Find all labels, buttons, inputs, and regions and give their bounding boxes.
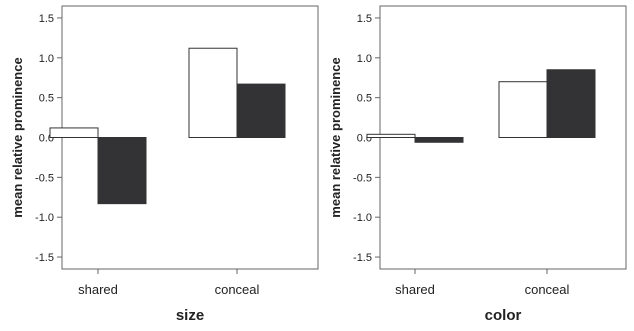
y-tick-label: 1.0 (39, 53, 54, 65)
category-label-shared: shared (78, 282, 118, 297)
y-axis-title: mean relative prominence (328, 57, 343, 217)
bar-light-conceal (498, 81, 548, 138)
y-tick-label: -1.0 (353, 212, 372, 224)
bar-light-conceal (188, 47, 238, 138)
category-label-conceal: conceal (525, 282, 570, 297)
y-tick-label: 1.5 (357, 13, 372, 25)
y-tick-label: 0.5 (357, 93, 372, 105)
y-axis-title: mean relative prominence (10, 57, 25, 217)
bar-dark-shared (414, 137, 464, 143)
y-tick-label: 1.5 (39, 13, 54, 25)
bar-light-shared (366, 133, 416, 138)
x-axis-title: color (485, 307, 522, 324)
y-tick-label: -1.5 (353, 252, 372, 264)
x-axis-title: size (176, 307, 204, 324)
y-tick-label: -1.5 (35, 252, 54, 264)
category-label-conceal: conceal (215, 282, 260, 297)
bar-dark-conceal (236, 83, 286, 138)
bar-dark-shared (97, 137, 147, 205)
category-label-shared: shared (395, 282, 435, 297)
bar-light-shared (49, 127, 99, 138)
y-tick-label: 1.0 (357, 53, 372, 65)
y-tick-label: -0.5 (35, 172, 54, 184)
bar-dark-conceal (546, 69, 596, 138)
y-tick-label: -1.0 (35, 212, 54, 224)
y-tick-label: 0.5 (39, 93, 54, 105)
y-tick-label: -0.5 (353, 172, 372, 184)
